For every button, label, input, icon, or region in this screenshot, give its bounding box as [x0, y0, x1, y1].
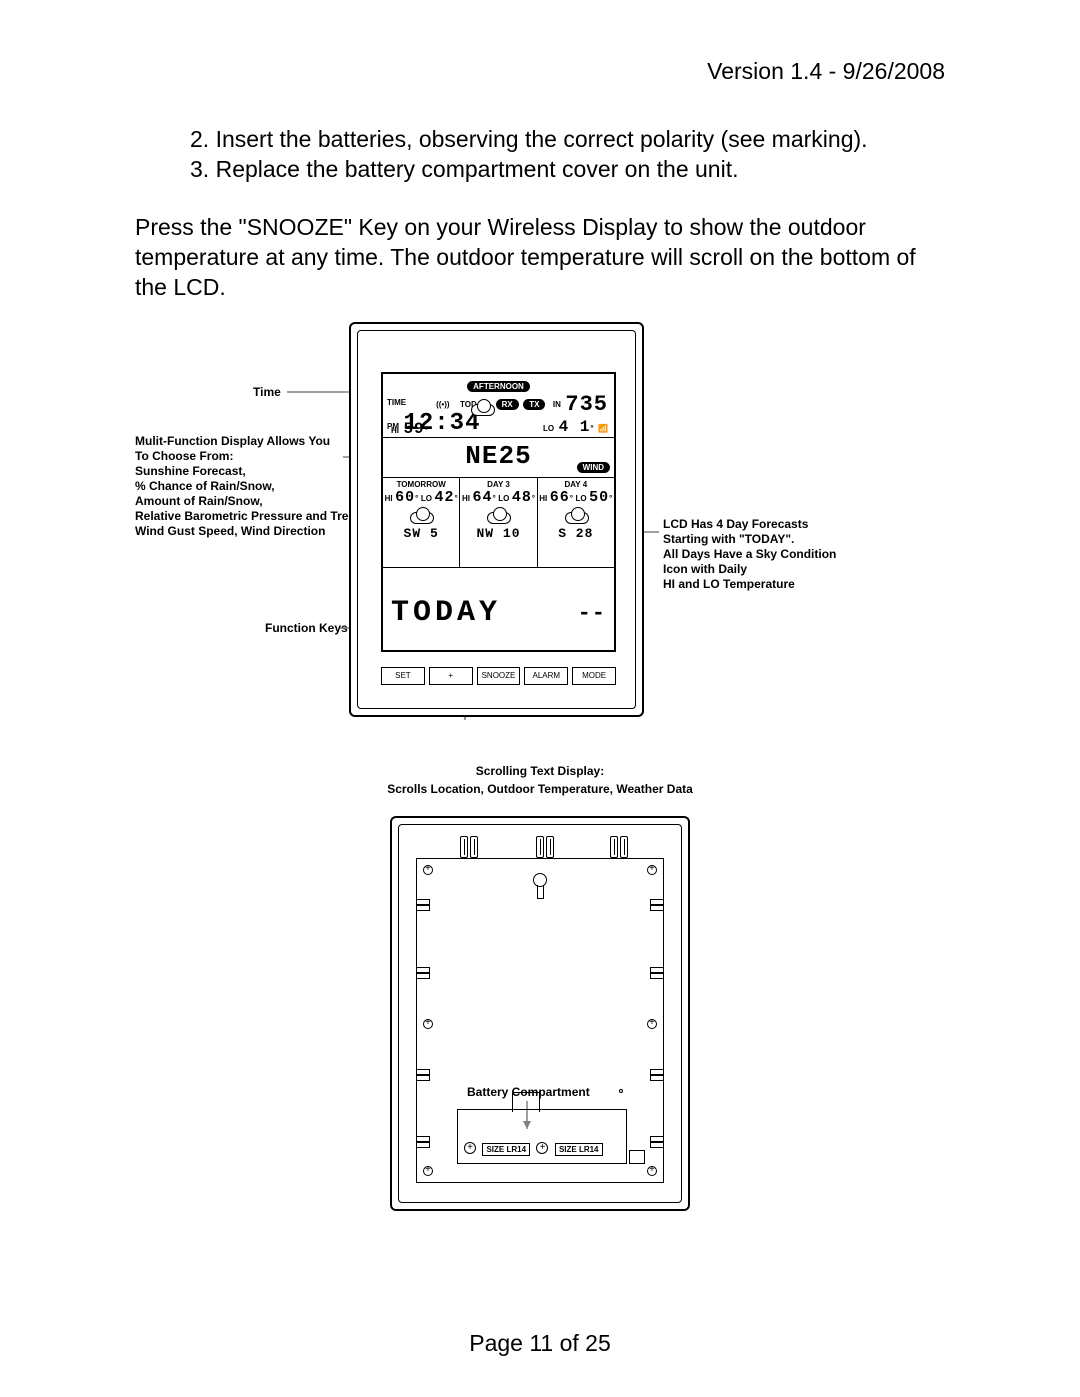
tx-pill: TX	[523, 399, 545, 410]
caption-line-2: Scrolls Location, Outdoor Temperature, W…	[135, 780, 945, 798]
c1-bot: SW 5	[383, 526, 459, 541]
list-text-2: Insert the batteries, observing the corr…	[216, 126, 868, 152]
c2-top: DAY 3	[460, 480, 536, 489]
front-diagram: Time Mulit-Function Display Allows You T…	[135, 322, 945, 762]
vent-slot	[610, 836, 618, 858]
btn-plus[interactable]: +	[429, 667, 473, 685]
callout-function-keys: Function Keys	[265, 621, 348, 636]
hi-label: HI	[391, 426, 399, 435]
function-keys-row: SET + SNOOZE ALARM MODE	[381, 667, 616, 685]
c1-top: TOMORROW	[383, 480, 459, 489]
back-panel: Battery Compartment + SIZE LR14 + SIZE L…	[416, 858, 664, 1183]
afternoon-pill: AFTERNOON	[467, 381, 530, 392]
side-slot	[416, 1136, 430, 1148]
vent-slot	[536, 836, 544, 858]
side-slot	[650, 899, 664, 911]
list-num-2: 2.	[190, 126, 209, 152]
in-label: IN	[553, 400, 561, 409]
bracket	[629, 1150, 645, 1164]
c3-top: DAY 4	[538, 480, 614, 489]
lcd-row-header: AFTERNOON ((•)) TODAY RX TX IN TIME PM 1…	[383, 374, 614, 438]
battery-size-1: SIZE LR14	[482, 1143, 530, 1156]
lcd-row-multi: NE25 WIND	[383, 438, 614, 478]
list-num-3: 3.	[190, 156, 209, 182]
screw-icon	[423, 1019, 433, 1029]
side-slot	[650, 1069, 664, 1081]
page-number: Page 11 of 25	[0, 1330, 1080, 1357]
instruction-list: 2. Insert the batteries, observing the c…	[135, 125, 945, 185]
c2-bot: NW 10	[460, 526, 536, 541]
btn-mode[interactable]: MODE	[572, 667, 616, 685]
callout-lcd-forecast: LCD Has 4 Day Forecasts Starting with "T…	[663, 517, 836, 592]
btn-alarm[interactable]: ALARM	[524, 667, 568, 685]
side-slot	[416, 899, 430, 911]
hi-value: 59	[403, 420, 424, 438]
battery-size-2: SIZE LR14	[555, 1143, 603, 1156]
forecast-col-2: DAY 3 HI 64° LO 48° NW 10	[460, 478, 537, 567]
lcd-row-scroll: TODAY --	[383, 568, 614, 658]
keyhole-icon	[533, 873, 547, 899]
vent-slot	[546, 836, 554, 858]
list-text-3: Replace the battery compartment cover on…	[216, 156, 739, 182]
screw-icon	[423, 865, 433, 875]
side-slot	[650, 967, 664, 979]
cloud-icon	[406, 506, 436, 524]
c1-lo: 42	[434, 489, 454, 506]
vent-slot	[460, 836, 468, 858]
side-slot	[416, 1069, 430, 1081]
scroll-today: TODAY	[391, 596, 578, 630]
cloud-icon	[483, 506, 513, 524]
c3-lo: 50	[589, 489, 609, 506]
vent-slot	[620, 836, 628, 858]
version-text: Version 1.4 - 9/26/2008	[135, 58, 945, 85]
wind-reading: NE25	[465, 441, 531, 471]
caption-line-1: Scrolling Text Display:	[135, 762, 945, 780]
rx-pill: RX	[496, 399, 519, 410]
screw-icon	[647, 1166, 657, 1176]
lcd-screen: AFTERNOON ((•)) TODAY RX TX IN TIME PM 1…	[381, 372, 616, 652]
snooze-paragraph: Press the "SNOOZE" Key on your Wireless …	[135, 213, 945, 303]
c1-hi: 60	[395, 489, 415, 506]
screw-icon	[647, 1019, 657, 1029]
plus-icon: +	[536, 1142, 548, 1154]
scrolling-caption: Scrolling Text Display: Scrolls Location…	[135, 762, 945, 798]
time-micro: TIME	[387, 398, 406, 407]
device-back: Battery Compartment + SIZE LR14 + SIZE L…	[390, 816, 690, 1211]
cloud-icon	[561, 506, 591, 524]
c3-hi: 66	[550, 489, 570, 506]
btn-snooze[interactable]: SNOOZE	[477, 667, 521, 685]
forecast-col-3: DAY 4 HI 66° LO 50° S 28	[538, 478, 614, 567]
vent-slot	[470, 836, 478, 858]
plus-icon: +	[464, 1142, 476, 1154]
lo-label: LO	[543, 424, 554, 433]
cloud-icon	[467, 398, 497, 416]
c2-lo: 48	[512, 489, 532, 506]
callout-multi: Mulit-Function Display Allows You To Cho…	[135, 434, 366, 539]
scroll-dashes: --	[578, 601, 606, 626]
wind-pill: WIND	[577, 462, 610, 473]
list-item-2: 2. Insert the batteries, observing the c…	[190, 125, 945, 155]
btn-set[interactable]: SET	[381, 667, 425, 685]
device-front: AFTERNOON ((•)) TODAY RX TX IN TIME PM 1…	[349, 322, 644, 717]
screw-icon	[647, 865, 657, 875]
c2-hi: 64	[472, 489, 492, 506]
callout-time: Time	[253, 385, 281, 400]
lo-value: 4 1	[559, 418, 591, 436]
right-big: 735	[565, 392, 608, 417]
reset-hole	[619, 1089, 623, 1093]
lcd-row-forecast: TOMORROW HI 60° LO 42° SW 5 DAY 3 HI 64°…	[383, 478, 614, 568]
side-slot	[416, 967, 430, 979]
forecast-col-1: TOMORROW HI 60° LO 42° SW 5	[383, 478, 460, 567]
battery-compartment: + SIZE LR14 + SIZE LR14	[457, 1109, 627, 1164]
side-slot	[650, 1136, 664, 1148]
screw-icon	[423, 1166, 433, 1176]
c3-bot: S 28	[538, 526, 614, 541]
list-item-3: 3. Replace the battery compartment cover…	[190, 155, 945, 185]
